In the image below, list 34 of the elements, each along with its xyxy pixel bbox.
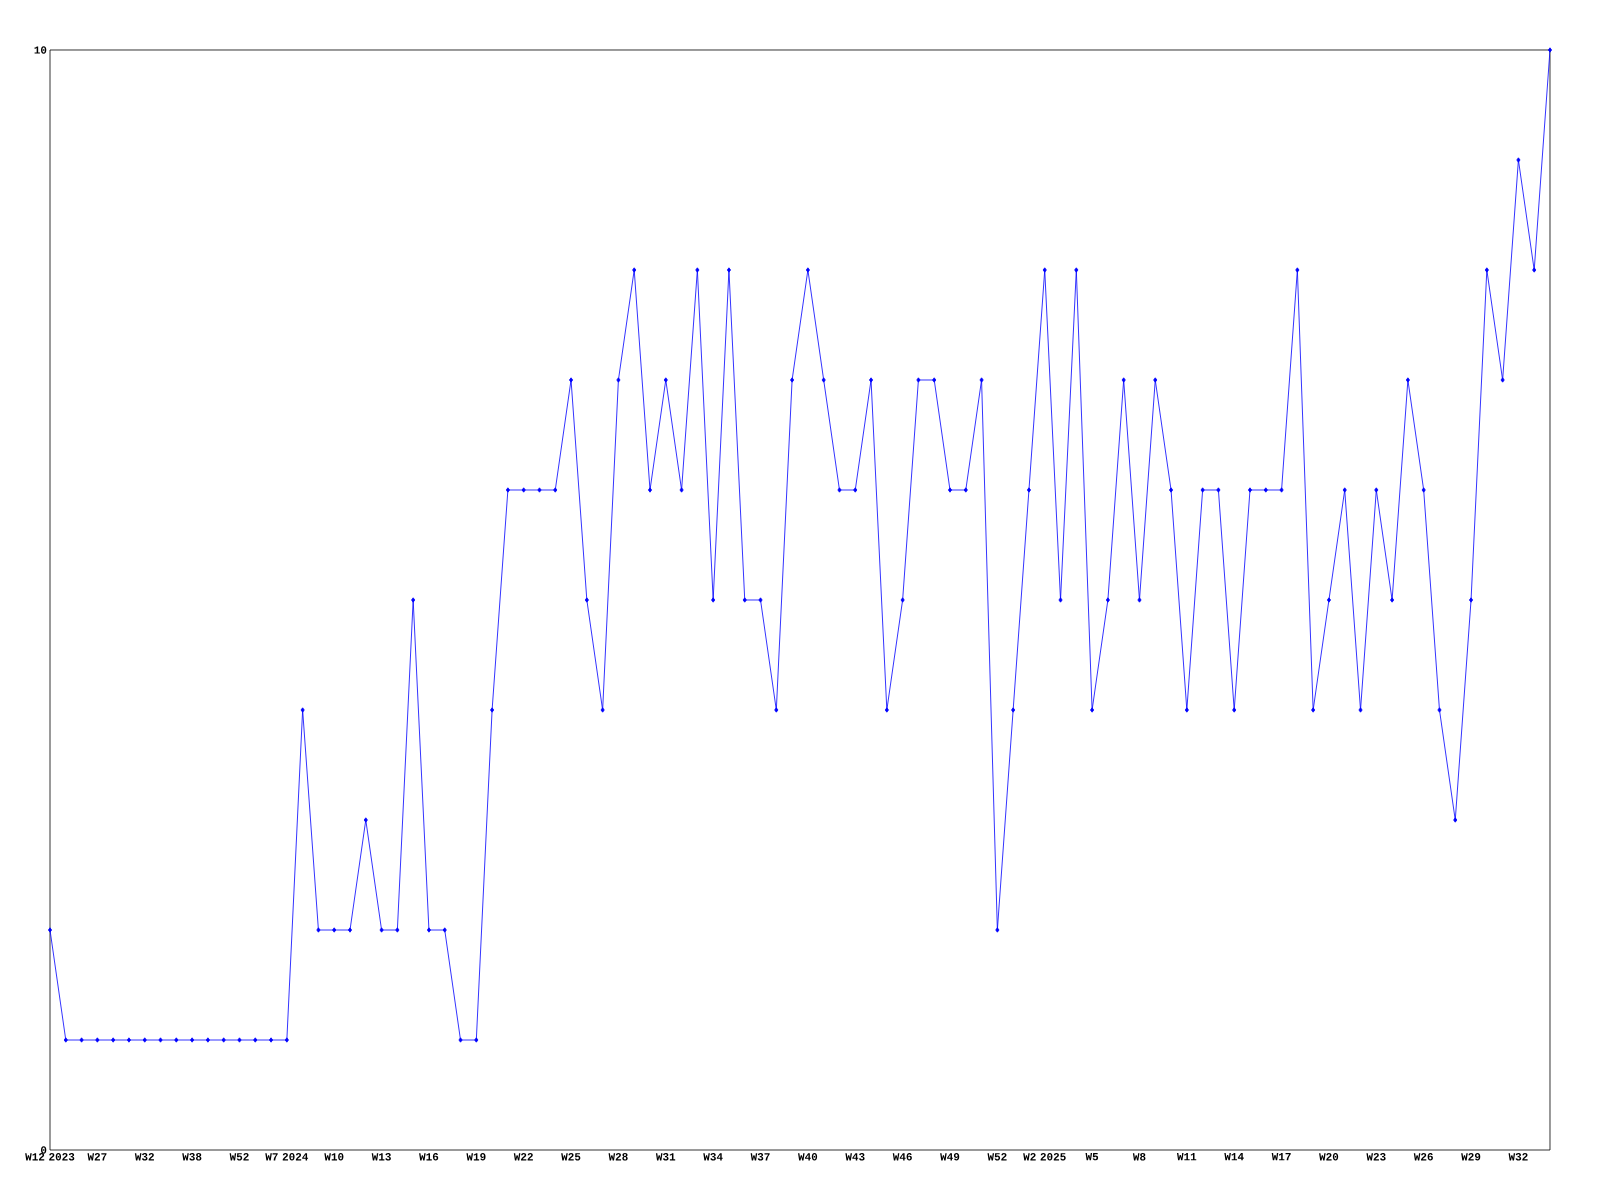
x-tick-label: W43 <box>845 1153 865 1161</box>
x-tick-label: W17 <box>1271 1153 1291 1161</box>
x-tick-label: W34 <box>703 1153 723 1161</box>
x-tick-label: W25 <box>561 1153 581 1161</box>
x-tick-label: W52 <box>229 1153 249 1161</box>
x-tick-label: W38 <box>182 1153 202 1161</box>
x-tick-label: W31 <box>655 1153 676 1161</box>
x-tick-label: W49 <box>940 1153 960 1161</box>
x-tick-label: W2 2025 <box>1023 1153 1066 1161</box>
x-tick-label: W19 <box>466 1153 486 1161</box>
x-tick-label: W52 <box>987 1153 1007 1161</box>
x-tick-label: W10 <box>324 1153 344 1161</box>
x-tick-label: W27 <box>87 1153 107 1161</box>
x-tick-label: W14 <box>1224 1153 1244 1161</box>
x-tick-label: W40 <box>798 1153 818 1161</box>
x-tick-label: W22 <box>513 1153 533 1161</box>
x-tick-label: W26 <box>1413 1153 1433 1161</box>
x-tick-label: W16 <box>419 1153 439 1161</box>
x-tick-label: W12 2023 <box>25 1153 75 1161</box>
x-tick-label: W20 <box>1319 1153 1339 1161</box>
x-tick-label: W5 <box>1085 1153 1099 1161</box>
y-tick-label: 0 <box>40 1146 47 1154</box>
y-tick-label: 10 <box>34 46 47 54</box>
x-tick-label: W8 <box>1132 1153 1146 1161</box>
x-tick-label: W23 <box>1366 1153 1386 1161</box>
x-tick-label: W13 <box>371 1153 391 1161</box>
x-tick-label: W7 2024 <box>265 1153 309 1161</box>
x-tick-label: W11 <box>1176 1153 1197 1161</box>
x-tick-label: W37 <box>750 1153 770 1161</box>
x-tick-label: W46 <box>892 1153 912 1161</box>
x-tick-label: W28 <box>608 1153 628 1161</box>
x-tick-label: W32 <box>1508 1153 1528 1161</box>
x-tick-label: W29 <box>1461 1153 1481 1161</box>
x-tick-label: W32 <box>134 1153 154 1161</box>
